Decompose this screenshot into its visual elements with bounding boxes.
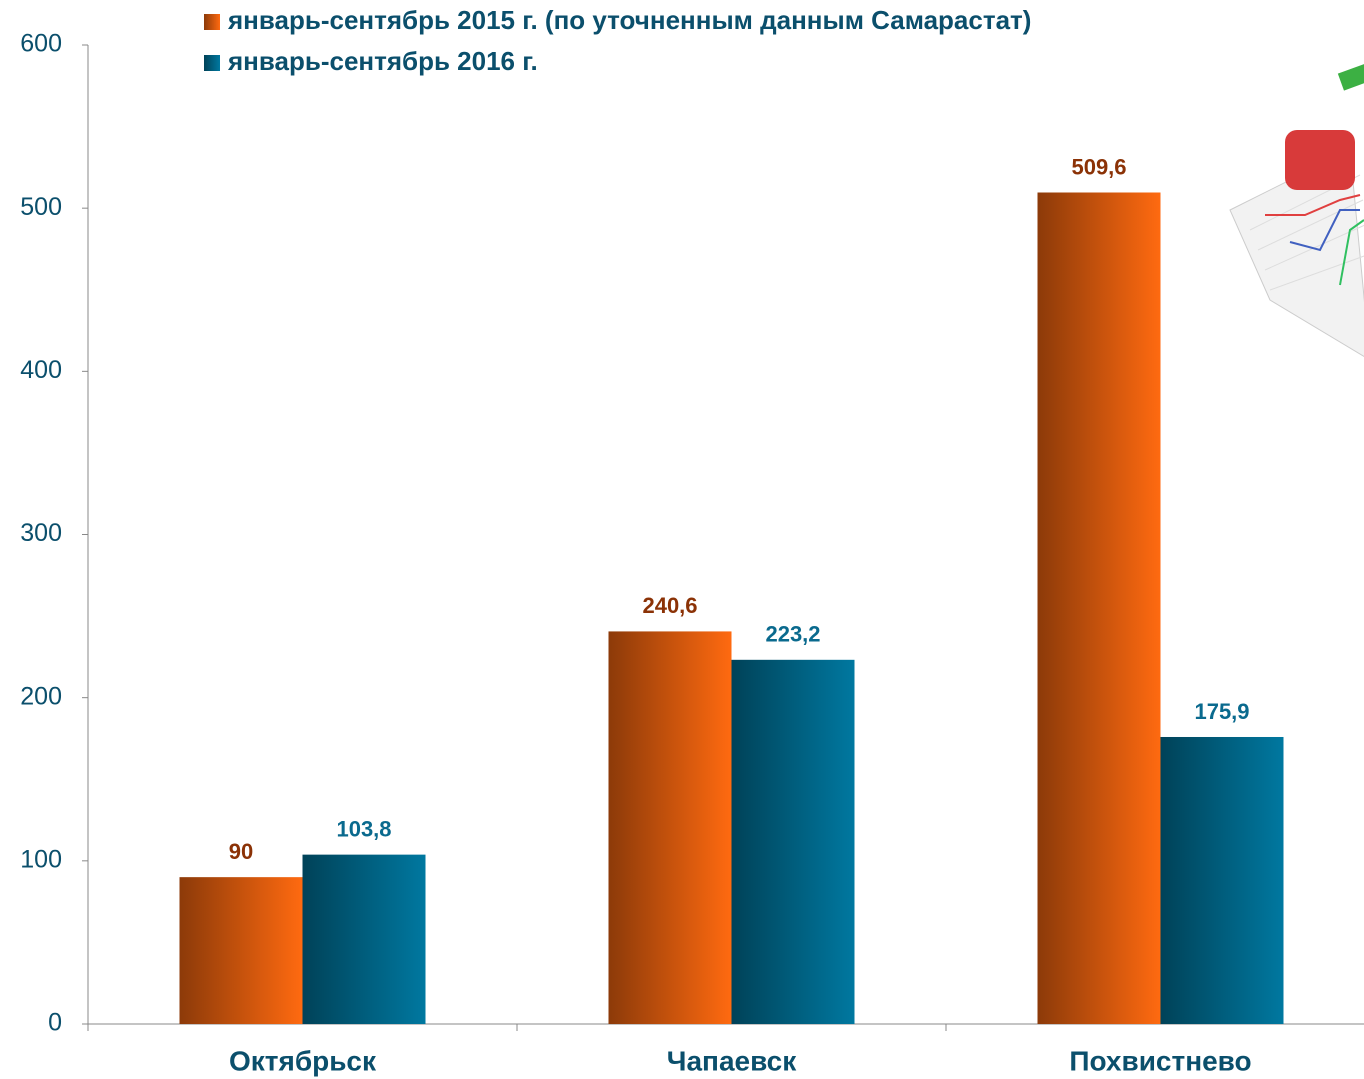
x-tick-label: Похвистнево [1069, 1045, 1251, 1076]
x-tick-label: Октябрьск [229, 1045, 377, 1076]
legend-label: январь-сентябрь 2015 г. (по уточненным д… [227, 5, 1031, 35]
value-label: 509,6 [1071, 154, 1126, 179]
y-tick-label: 100 [20, 845, 62, 873]
legend-swatch [204, 55, 220, 71]
value-label: 175,9 [1194, 699, 1249, 724]
y-tick-label: 400 [20, 356, 62, 384]
y-tick-label: 600 [20, 30, 62, 58]
y-tick-label: 0 [48, 1009, 62, 1037]
bar [179, 877, 303, 1024]
legend-swatch [204, 14, 220, 30]
bar [731, 659, 855, 1024]
value-label: 90 [229, 839, 253, 864]
y-tick-label: 300 [20, 519, 62, 547]
value-label: 240,6 [642, 593, 697, 618]
x-tick-label: Чапаевск [667, 1045, 797, 1076]
y-tick-label: 500 [20, 193, 62, 221]
value-label: 223,2 [765, 622, 820, 647]
y-tick-label: 200 [20, 682, 62, 710]
bar [1160, 736, 1284, 1024]
decor-image [1229, 63, 1364, 357]
bar [302, 854, 426, 1024]
bar [1037, 192, 1161, 1024]
bar [608, 631, 732, 1024]
value-label: 103,8 [336, 816, 391, 841]
legend-label: январь-сентябрь 2016 г. [227, 46, 538, 76]
